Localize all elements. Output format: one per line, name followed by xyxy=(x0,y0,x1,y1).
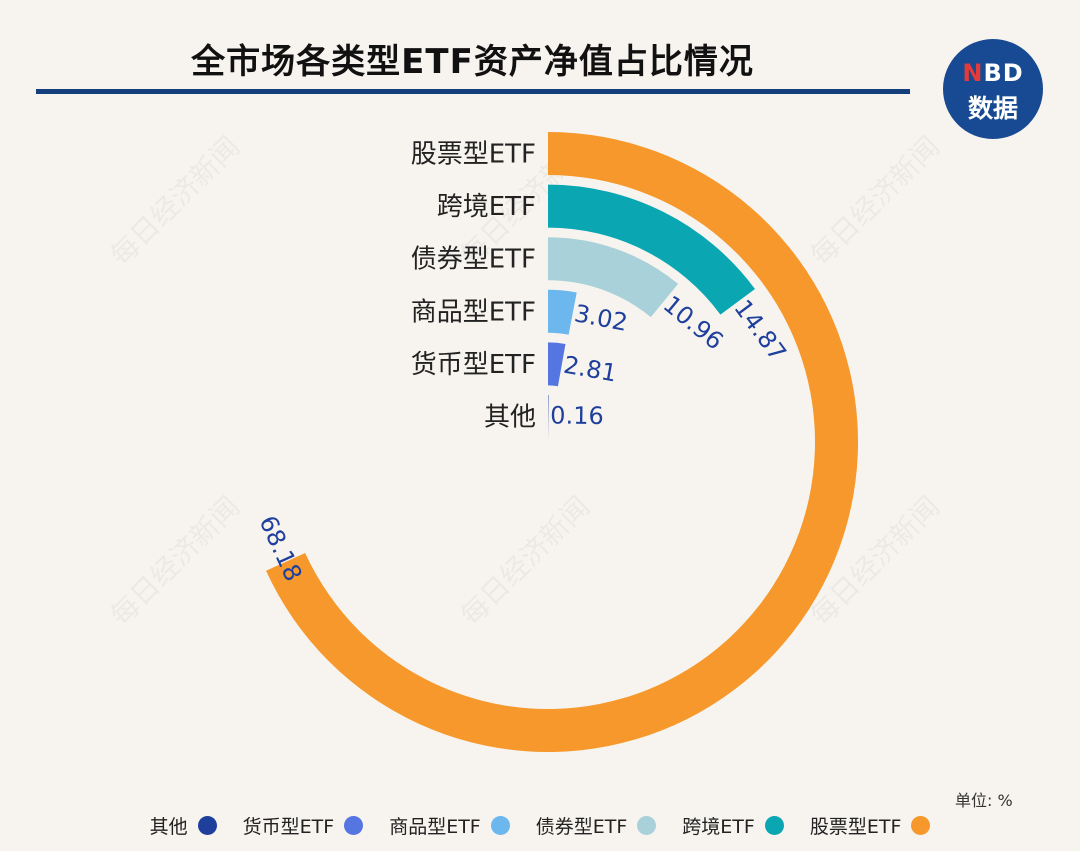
legend-swatch xyxy=(911,816,931,835)
category-label: 商品型ETF xyxy=(411,297,536,327)
legend-label: 跨境ETF xyxy=(682,816,755,838)
logo-letters-bd: BD xyxy=(983,59,1024,87)
legend-label: 债券型ETF xyxy=(535,816,628,838)
legend-label: 商品型ETF xyxy=(389,816,481,838)
category-label: 货币型ETF xyxy=(411,350,536,380)
value-label: 68.18 xyxy=(254,511,308,585)
legend-item: 债券型ETF xyxy=(536,812,657,839)
category-label: 股票型ETF xyxy=(411,140,536,170)
legend-swatch xyxy=(637,816,657,835)
unit-label: 单位: % xyxy=(955,791,1013,810)
chart-title: 全市场各类型ETF资产净值占比情况 xyxy=(191,42,754,82)
legend-item: 其他 xyxy=(150,812,217,839)
radial-bar-5 xyxy=(548,342,566,387)
value-label: 0.16 xyxy=(550,402,604,431)
legend-item: 跨境ETF xyxy=(682,812,784,839)
logo-letter-n: N xyxy=(962,59,984,87)
legend-swatch xyxy=(197,816,217,835)
chart-legend: 其他 货币型ETF 商品型ETF 债券型ETF 跨境ETF 股票型ETF xyxy=(0,812,1080,839)
logo-subtitle: 数据 xyxy=(967,94,1018,123)
category-label: 跨境ETF xyxy=(437,192,536,222)
title-underline xyxy=(36,89,910,94)
value-label: 3.02 xyxy=(572,299,630,337)
nbd-logo: NBD 数据 xyxy=(943,39,1043,139)
legend-label: 货币型ETF xyxy=(242,816,335,838)
legend-swatch xyxy=(490,816,510,835)
legend-item: 商品型ETF xyxy=(389,812,510,839)
legend-swatch xyxy=(764,816,784,835)
radial-bar-2 xyxy=(548,184,755,315)
legend-label: 股票型ETF xyxy=(809,816,902,838)
radial-bar-4 xyxy=(548,289,577,335)
legend-item: 货币型ETF xyxy=(243,812,364,839)
value-label: 2.81 xyxy=(561,351,619,388)
radial-bar-3 xyxy=(548,237,679,318)
legend-item: 股票型ETF xyxy=(810,812,931,839)
category-label: 债券型ETF xyxy=(411,245,536,275)
category-label: 其他 xyxy=(484,403,536,433)
legend-swatch xyxy=(344,816,364,835)
legend-label: 其他 xyxy=(149,816,188,838)
